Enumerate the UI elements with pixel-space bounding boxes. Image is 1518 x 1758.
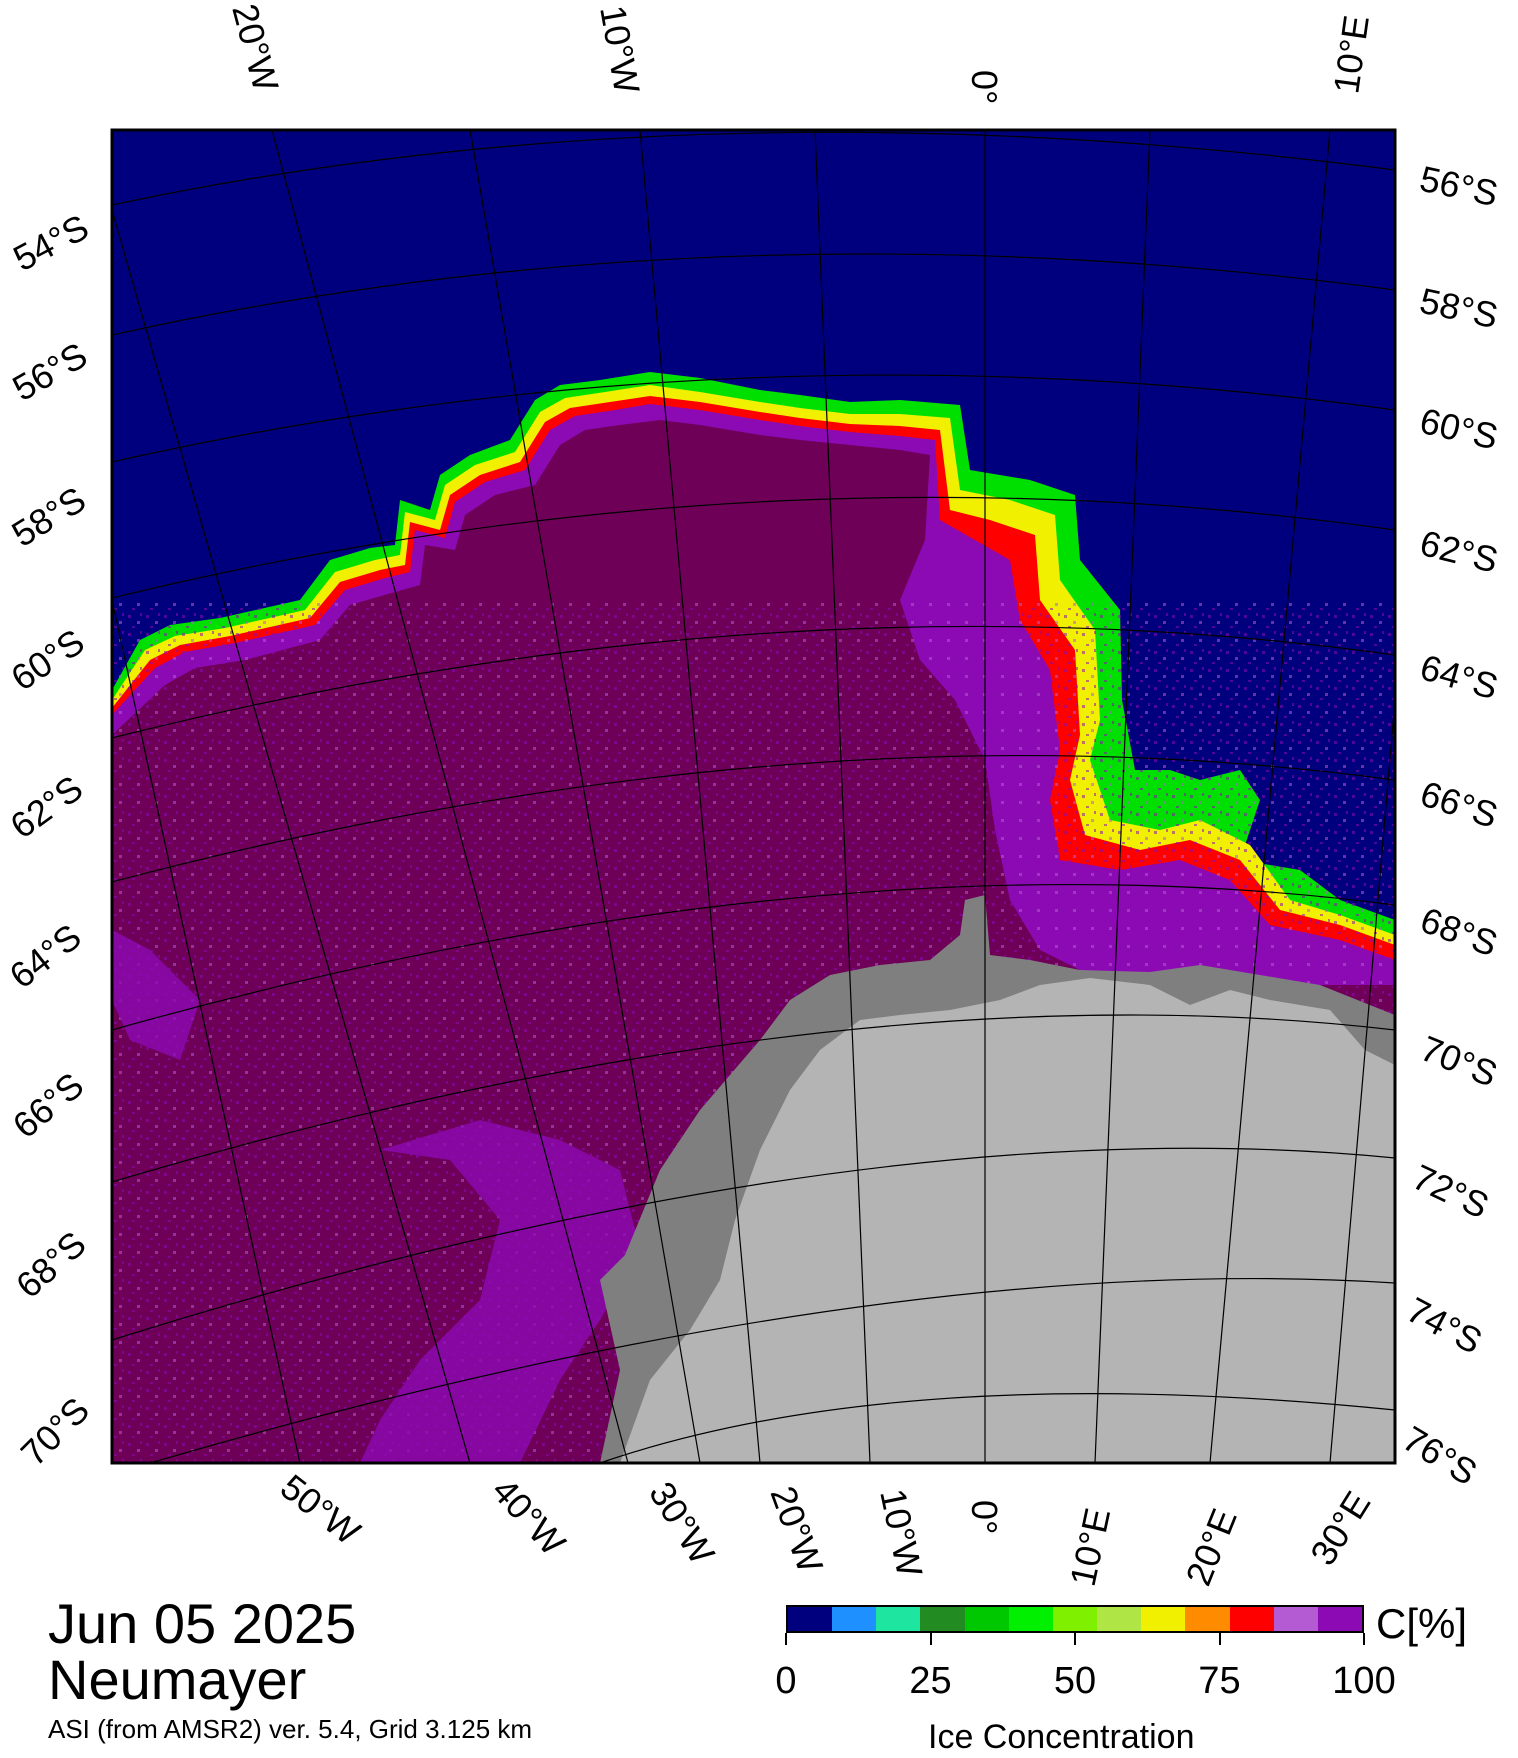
bottom-lon-label: 50°W: [273, 1466, 368, 1553]
left-lat-label: 56°S: [6, 334, 94, 409]
right-lat-label: 72°S: [1407, 1156, 1495, 1226]
station-name: Neumayer: [48, 1648, 307, 1711]
left-lat-label: 70°S: [13, 1389, 97, 1473]
left-lat-label: 58°S: [5, 478, 93, 554]
left-lat-label: 60°S: [4, 621, 92, 699]
colorbar-segment: [964, 1607, 1009, 1631]
colorbar-segment: [1185, 1607, 1230, 1631]
bottom-lon-label: 30°W: [641, 1475, 723, 1572]
left-lat-label: 54°S: [7, 206, 96, 279]
bottom-lon-label: 40°W: [484, 1470, 574, 1563]
colorbar-tick-label: 50: [1053, 1660, 1097, 1702]
right-lat-label: 62°S: [1416, 522, 1502, 581]
bottom-lon-label: 20°E: [1177, 1503, 1244, 1591]
pack-ice-light-streaks: [112, 930, 640, 1463]
left-lat-label: 68°S: [8, 1223, 94, 1306]
colorbar-tick-label: 75: [1198, 1660, 1241, 1702]
right-lat-label: 74°S: [1400, 1289, 1489, 1362]
bottom-lon-label: 20°W: [762, 1481, 831, 1578]
right-lat-label: 76°S: [1396, 1418, 1484, 1494]
colorbar-unit: C[%]: [1376, 1600, 1468, 1647]
bottom-lon-label: 10°W: [872, 1485, 930, 1580]
product-info: ASI (from AMSR2) ver. 5.4, Grid 3.125 km: [48, 1714, 533, 1744]
longitude-lines: [112, 130, 1395, 1463]
top-lon-label: 10°W: [592, 2, 648, 96]
colorbar-tick-label: 25: [909, 1660, 952, 1702]
top-lon-label: 10°E: [1325, 13, 1377, 96]
right-lat-label: 70°S: [1415, 1027, 1503, 1094]
colorbar-tick-mark: [1074, 1633, 1076, 1645]
right-lat-label: 64°S: [1416, 646, 1503, 707]
colorbar-segment: [1052, 1607, 1098, 1631]
left-lat-label: 64°S: [2, 916, 89, 997]
left-lat-label: 62°S: [3, 767, 91, 846]
right-lat-label: 58°S: [1416, 280, 1501, 336]
colorbar-segment: [1317, 1607, 1363, 1631]
colorbar-segment: [876, 1607, 921, 1631]
colorbar-tick-label: 0: [775, 1660, 797, 1702]
map-date: Jun 05 2025: [48, 1592, 357, 1655]
colorbar-tick-mark: [929, 1633, 932, 1645]
colorbar-tick-mark: [1363, 1633, 1365, 1645]
antarctic-land: [620, 978, 1395, 1463]
bottom-lon-label: 30°E: [1302, 1484, 1378, 1572]
colorbar-title: Ice Concentration: [928, 1718, 1195, 1756]
colorbar-tick-mark: [785, 1633, 787, 1645]
right-lat-label: 56°S: [1416, 158, 1501, 214]
bottom-lon-label: 0°: [964, 1500, 1005, 1534]
colorbar-segment: [788, 1607, 833, 1631]
top-lon-label: 20°W: [224, 0, 286, 95]
colorbar-segment: [1229, 1607, 1274, 1631]
latitude-lines: [112, 131, 1395, 1463]
colorbar-segment: [1097, 1607, 1142, 1631]
colorbar: [786, 1605, 1364, 1633]
colorbar-segment: [920, 1607, 965, 1631]
bottom-lon-label: 10°E: [1062, 1504, 1118, 1589]
left-lat-label: 66°S: [5, 1064, 91, 1146]
colorbar-segment: [1273, 1607, 1318, 1631]
right-lat-label: 66°S: [1416, 773, 1503, 836]
map-frame: [110, 128, 1397, 1465]
colorbar-segment: [832, 1607, 877, 1631]
colorbar-segment: [1008, 1607, 1053, 1631]
colorbar-segment: [1141, 1607, 1186, 1631]
colorbar-tick-label: 100: [1332, 1660, 1396, 1702]
right-lat-label: 60°S: [1416, 400, 1502, 458]
right-lat-label: 68°S: [1415, 899, 1503, 964]
colorbar-tick-mark: [1218, 1633, 1221, 1645]
top-lon-label: 0°: [964, 70, 1005, 104]
